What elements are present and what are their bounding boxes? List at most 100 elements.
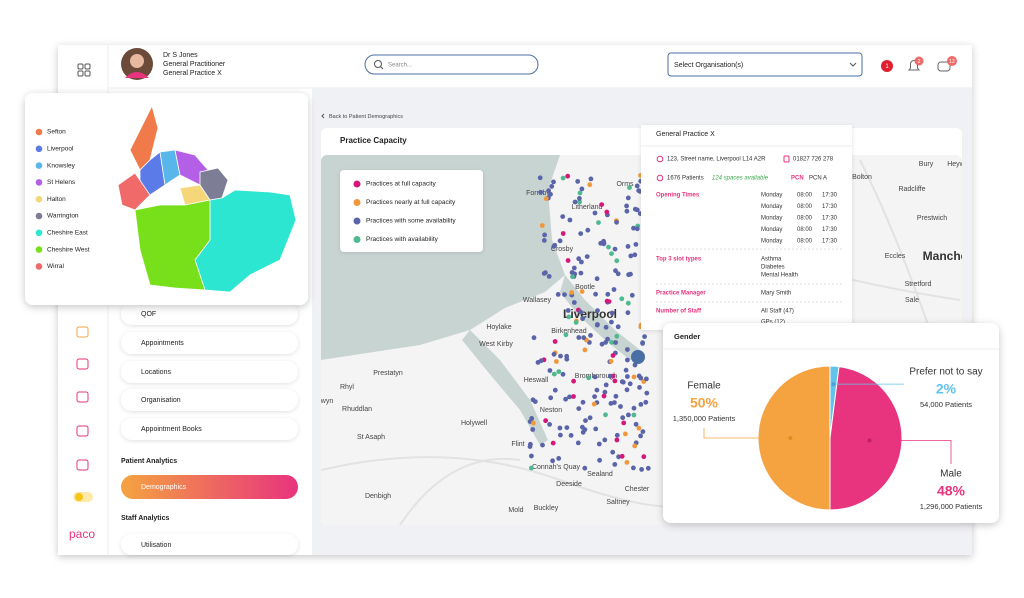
practice-dot[interactable] xyxy=(569,270,575,275)
practice-dot[interactable] xyxy=(592,210,598,216)
practice-dot[interactable] xyxy=(614,219,619,225)
practice-dot[interactable] xyxy=(632,362,638,368)
practice-dot[interactable] xyxy=(542,232,547,238)
practice-dot[interactable] xyxy=(638,433,643,439)
practice-dot[interactable] xyxy=(569,290,575,295)
menu-item[interactable] xyxy=(121,534,298,555)
practice-dot[interactable] xyxy=(631,412,637,418)
practice-dot[interactable] xyxy=(615,271,621,277)
practice-dot[interactable] xyxy=(599,341,605,347)
practice-dot[interactable] xyxy=(558,353,563,359)
practice-dot[interactable] xyxy=(576,406,582,411)
practice-dot[interactable] xyxy=(604,209,610,215)
practice-dot[interactable] xyxy=(637,385,642,390)
practice-dot[interactable] xyxy=(601,238,606,244)
practice-dot[interactable] xyxy=(612,378,618,384)
back-arrow[interactable] xyxy=(321,113,325,119)
region-shape[interactable] xyxy=(117,172,151,211)
practice-dot[interactable] xyxy=(564,356,570,362)
practice-dot[interactable] xyxy=(531,335,537,341)
practice-dot[interactable] xyxy=(609,319,614,325)
practice-dot[interactable] xyxy=(620,415,626,421)
practice-dot[interactable] xyxy=(595,322,600,327)
practice-dot[interactable] xyxy=(551,371,557,377)
practice-dot[interactable] xyxy=(571,394,576,399)
practice-dot[interactable] xyxy=(575,440,581,446)
practice-dot[interactable] xyxy=(613,393,619,399)
practice-dot[interactable] xyxy=(537,175,543,181)
chat-icon[interactable] xyxy=(937,61,951,72)
practice-dot[interactable] xyxy=(571,265,577,271)
practice-dot[interactable] xyxy=(594,276,600,282)
practice-dot[interactable] xyxy=(579,259,584,265)
practice-dot[interactable] xyxy=(634,226,640,232)
practice-dot[interactable] xyxy=(625,347,630,352)
practice-dot[interactable] xyxy=(550,440,556,446)
practice-dot[interactable] xyxy=(618,404,623,409)
practice-dot[interactable] xyxy=(564,425,570,430)
region-shape[interactable] xyxy=(129,104,159,171)
practice-dot[interactable] xyxy=(631,374,637,380)
practice-dot[interactable] xyxy=(614,333,620,339)
practice-dot[interactable] xyxy=(593,426,599,432)
practice-dot[interactable] xyxy=(535,360,541,365)
practice-dot[interactable] xyxy=(543,196,549,202)
practice-dot[interactable] xyxy=(575,179,581,184)
practice-dot[interactable] xyxy=(558,432,563,438)
practice-dot[interactable] xyxy=(625,357,630,363)
practice-dot[interactable] xyxy=(555,292,561,297)
practice-dot[interactable] xyxy=(624,387,630,393)
practice-dot[interactable] xyxy=(619,296,625,302)
practice-dot[interactable] xyxy=(615,324,621,330)
practice-dot[interactable] xyxy=(560,371,566,377)
practice-dot[interactable] xyxy=(547,368,553,373)
practice-dot[interactable] xyxy=(582,465,588,471)
practice-dot[interactable] xyxy=(599,202,605,208)
practice-dot[interactable] xyxy=(625,310,631,316)
practice-dot[interactable] xyxy=(592,374,598,380)
practice-dot[interactable] xyxy=(568,433,574,438)
region-shape[interactable] xyxy=(134,199,211,291)
practice-dot[interactable] xyxy=(529,416,535,421)
pie-slice[interactable] xyxy=(829,366,903,511)
practice-dot[interactable] xyxy=(625,300,631,306)
practice-dot[interactable] xyxy=(624,460,630,465)
practice-dot[interactable] xyxy=(588,176,594,182)
practice-dot[interactable] xyxy=(645,465,651,471)
practice-dot[interactable] xyxy=(619,453,625,459)
practice-dot[interactable] xyxy=(584,254,590,259)
practice-dot[interactable] xyxy=(624,208,630,214)
search-box[interactable] xyxy=(364,54,539,75)
menu-item[interactable] xyxy=(121,389,298,411)
practice-dot[interactable] xyxy=(603,382,609,388)
practice-dot[interactable] xyxy=(623,367,629,373)
practice-dot[interactable] xyxy=(629,292,635,298)
practice-dot[interactable] xyxy=(610,449,616,455)
practice-dot[interactable] xyxy=(614,437,620,443)
practice-dot[interactable] xyxy=(546,274,552,279)
practice-dot[interactable] xyxy=(614,258,620,264)
practice-dot[interactable] xyxy=(538,189,544,195)
practice-dot[interactable] xyxy=(586,375,592,381)
nav-icon[interactable] xyxy=(76,391,89,403)
practice-dot[interactable] xyxy=(620,379,626,385)
nav-icon[interactable] xyxy=(76,358,89,370)
practice-dot[interactable] xyxy=(604,298,610,304)
practice-dot[interactable] xyxy=(563,396,568,402)
practice-dot[interactable] xyxy=(636,425,642,431)
practice-dot[interactable] xyxy=(560,231,566,236)
practice-dot[interactable] xyxy=(578,309,583,315)
practice-dot[interactable] xyxy=(571,300,577,305)
practice-dot[interactable] xyxy=(557,425,563,431)
practice-dot[interactable] xyxy=(596,441,602,447)
practice-dot[interactable] xyxy=(606,244,611,250)
practice-dot[interactable] xyxy=(577,190,583,196)
practice-dot[interactable] xyxy=(529,453,534,459)
practice-dot[interactable] xyxy=(580,399,586,405)
practice-dot[interactable] xyxy=(608,358,614,364)
practice-dot[interactable] xyxy=(529,465,534,471)
practice-dot[interactable] xyxy=(613,340,618,345)
practice-dot[interactable] xyxy=(551,351,557,357)
practice-dot[interactable] xyxy=(565,258,571,263)
practice-dot[interactable] xyxy=(594,387,600,393)
